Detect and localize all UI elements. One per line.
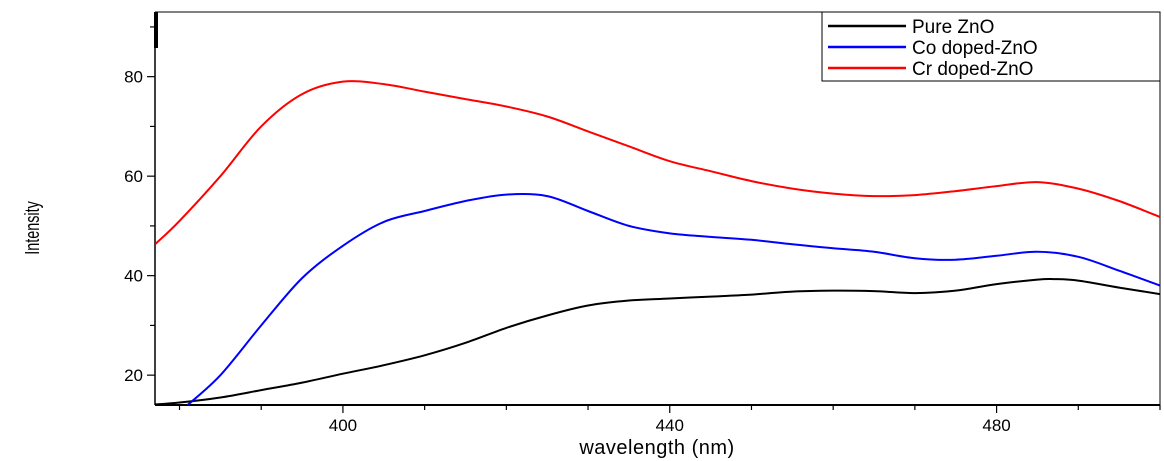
y-axis-ticks: 20 40 60 80	[124, 26, 155, 385]
y-tick-label: 20	[124, 366, 143, 385]
legend-label-pure-zno: Pure ZnO	[912, 17, 994, 38]
y-tick-label: 60	[124, 167, 143, 186]
x-axis-ticks: 400 440 480	[178, 405, 1161, 435]
x-tick-label: 440	[656, 416, 684, 435]
series-lines	[155, 80, 1160, 405]
y-axis-label: Intensity	[21, 201, 44, 255]
x-tick-label: 400	[329, 416, 357, 435]
legend-label-cr-doped-zno: Cr doped-ZnO	[912, 59, 1033, 80]
legend-label-co-doped-zno: Co doped-ZnO	[912, 38, 1038, 59]
y-tick-label: 80	[124, 68, 143, 87]
series-line-cr-doped-zno	[155, 80, 1160, 246]
y-tick-label: 40	[124, 267, 143, 286]
x-tick-label: 480	[982, 416, 1010, 435]
series-line-pure-zno	[155, 278, 1160, 405]
x-axis-label: wavelength (nm)	[578, 437, 734, 459]
series-line-co-doped-zno	[187, 192, 1160, 405]
